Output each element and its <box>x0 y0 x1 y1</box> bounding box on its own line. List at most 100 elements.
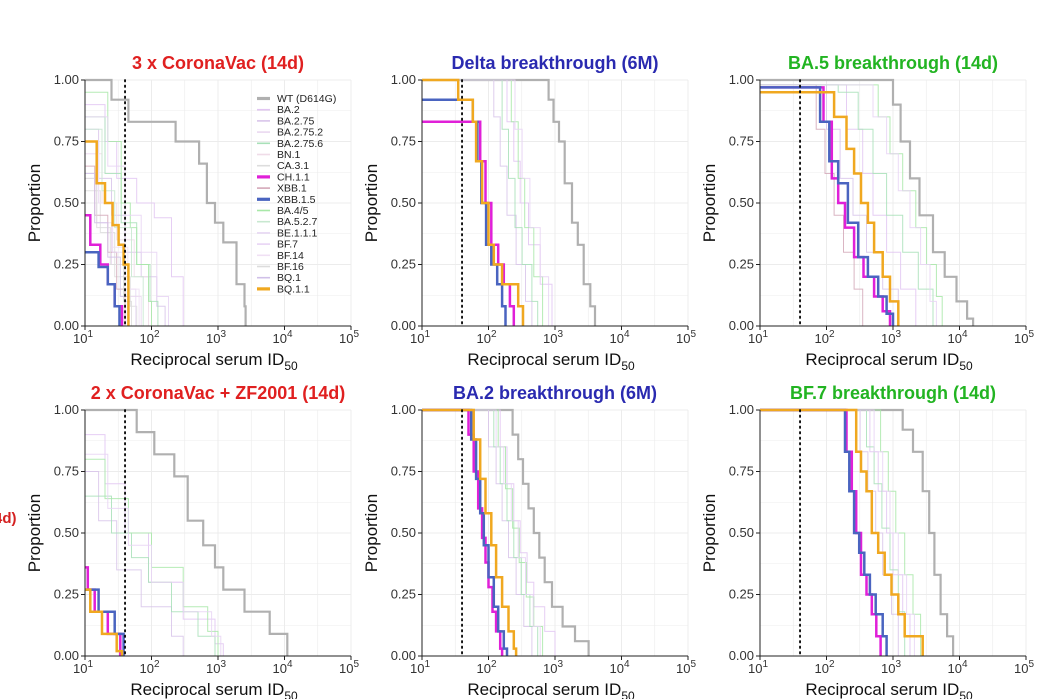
x-tick-label: 101 <box>410 659 430 676</box>
series-line-ba-2-75-6 <box>85 116 159 326</box>
panel-title: Delta breakthrough (6M) <box>451 53 658 73</box>
series-line-ch-1-1 <box>760 86 892 326</box>
y-tick-label: 0.50 <box>391 525 416 540</box>
y-tick-label: 1.00 <box>391 72 416 87</box>
y-axis-title: Proportion <box>25 494 44 572</box>
series-line-ba-2-75-6 <box>422 79 539 326</box>
x-tick-label: 105 <box>676 329 696 346</box>
legend-entry: BE.1.1.1 <box>277 227 317 239</box>
legend-entry: XBB.1.5 <box>277 194 316 206</box>
y-tick-label: 0.50 <box>54 525 79 540</box>
y-tick-label: 0.00 <box>54 648 79 663</box>
y-axis-title: Proportion <box>25 164 44 242</box>
x-axis-title: Reciprocal serum ID50 <box>467 680 635 699</box>
y-tick-label: 0.75 <box>54 134 79 149</box>
grid-lines <box>759 409 1027 657</box>
legend-entry: BA.2.75.6 <box>277 138 323 150</box>
y-axis-title: Proportion <box>700 164 719 242</box>
y-tick-label: 0.25 <box>54 587 79 602</box>
legend-entry: BF.16 <box>277 261 304 273</box>
legend-entry: BQ.1 <box>277 272 301 284</box>
x-tick-label: 104 <box>947 659 967 676</box>
y-tick-label: 1.00 <box>54 72 79 87</box>
y-tick-label: 1.00 <box>729 402 754 417</box>
y-axis-title: Proportion <box>362 494 381 572</box>
y-axis-title: Proportion <box>700 494 719 572</box>
panel-title: 2 x CoronaVac + ZF2001 (14d) <box>91 383 346 403</box>
y-tick-label: 0.75 <box>391 464 416 479</box>
x-tick-label: 102 <box>476 329 496 346</box>
legend-entry: CH.1.1 <box>277 171 310 183</box>
x-tick-label: 103 <box>543 659 563 676</box>
y-tick-label: 0.75 <box>729 464 754 479</box>
y-tick-label: 0.00 <box>391 318 416 333</box>
series-line-ba-2-75-6 <box>422 409 539 656</box>
x-tick-label: 101 <box>748 329 768 346</box>
legend-entry: BA.2.75 <box>277 115 315 127</box>
x-tick-label: 105 <box>1014 329 1034 346</box>
x-tick-label: 102 <box>139 659 159 676</box>
series-group <box>760 78 975 326</box>
x-tick-label: 105 <box>339 659 359 676</box>
x-tick-label: 104 <box>609 329 629 346</box>
series-line-bq-1-1 <box>422 78 525 326</box>
series-line-xbb-1-5 <box>760 408 888 656</box>
legend-entry: BA.2 <box>277 104 300 116</box>
chart-panel-2: Delta breakthrough (6M) 0.00 0.25 0.50 0.75 1… <box>362 53 696 373</box>
y-tick-label: 0.25 <box>391 587 416 602</box>
series-line-xbb-1-5 <box>760 86 895 326</box>
legend-entry: WT (D614G) <box>277 93 336 105</box>
y-tick-label: 0.00 <box>729 648 754 663</box>
y-tick-label: 0.75 <box>54 464 79 479</box>
y-tick-label: 0.00 <box>729 318 754 333</box>
y-tick-label: 0.50 <box>729 525 754 540</box>
legend-entry: CA.3.1 <box>277 160 309 172</box>
x-tick-label: 101 <box>73 659 93 676</box>
series-line-ba-2-75-6 <box>760 84 934 326</box>
x-axis-title: Reciprocal serum ID50 <box>130 350 298 373</box>
x-tick-label: 101 <box>748 659 768 676</box>
x-axis-title: Reciprocal serum ID50 <box>130 680 298 699</box>
series-line-ca-3-1 <box>85 190 138 326</box>
series-line-ba-2-75 <box>760 409 899 656</box>
x-tick-label: 102 <box>139 329 159 346</box>
series-group <box>85 408 289 656</box>
series-line-ba-2-75 <box>422 409 533 656</box>
series-line-bq-1-1 <box>422 408 518 656</box>
series-line-bq-1-1 <box>85 140 130 326</box>
series-line-bq-1-1 <box>85 588 124 656</box>
series-line-wt-d614g- <box>85 78 247 326</box>
y-tick-label: 0.00 <box>54 318 79 333</box>
series-line-ba-4-5 <box>760 409 922 656</box>
chart-panel-4: 2 x CoronaVac + ZF2001 (14d) 0.00 0.25 0.50… <box>25 383 359 699</box>
x-tick-label: 102 <box>476 659 496 676</box>
series-group <box>422 408 590 656</box>
y-tick-label: 0.25 <box>729 587 754 602</box>
series-line-wt-d614g- <box>85 408 289 656</box>
chart-panel-5: BA.2 breakthrough (6M) 0.00 0.25 0.50 0.75 1.… <box>362 383 696 699</box>
series-line-ba-2 <box>760 84 917 326</box>
series-line-wt-d614g- <box>422 78 597 326</box>
series-line-bf-7 <box>85 453 222 656</box>
series-line-bq-1-1 <box>760 408 924 656</box>
legend-entry: BF.14 <box>277 250 304 262</box>
series-line-bf-14 <box>85 153 140 326</box>
y-tick-label: 0.75 <box>391 134 416 149</box>
x-tick-label: 102 <box>814 659 834 676</box>
y-tick-label: 0.50 <box>391 195 416 210</box>
series-line-xbb-1-5 <box>422 98 507 326</box>
x-tick-label: 105 <box>1014 659 1034 676</box>
legend-entry: XBB.1 <box>277 183 307 195</box>
x-tick-label: 101 <box>73 329 93 346</box>
y-tick-label: 0.75 <box>729 134 754 149</box>
x-tick-label: 104 <box>272 329 292 346</box>
legend-entry: BA.5.2.7 <box>277 216 317 228</box>
legend-entry: BA.4/5 <box>277 205 309 217</box>
legend-entry: BQ.1.1 <box>277 283 310 295</box>
panel-title: BA.2 breakthrough (6M) <box>453 383 657 403</box>
series-line-ba-2-75 <box>85 471 184 656</box>
series-line-ba-2 <box>422 409 556 656</box>
y-tick-label: 0.00 <box>391 648 416 663</box>
series-line-xbb-1-5 <box>422 408 509 656</box>
x-axis-title: Reciprocal serum ID50 <box>805 350 973 373</box>
